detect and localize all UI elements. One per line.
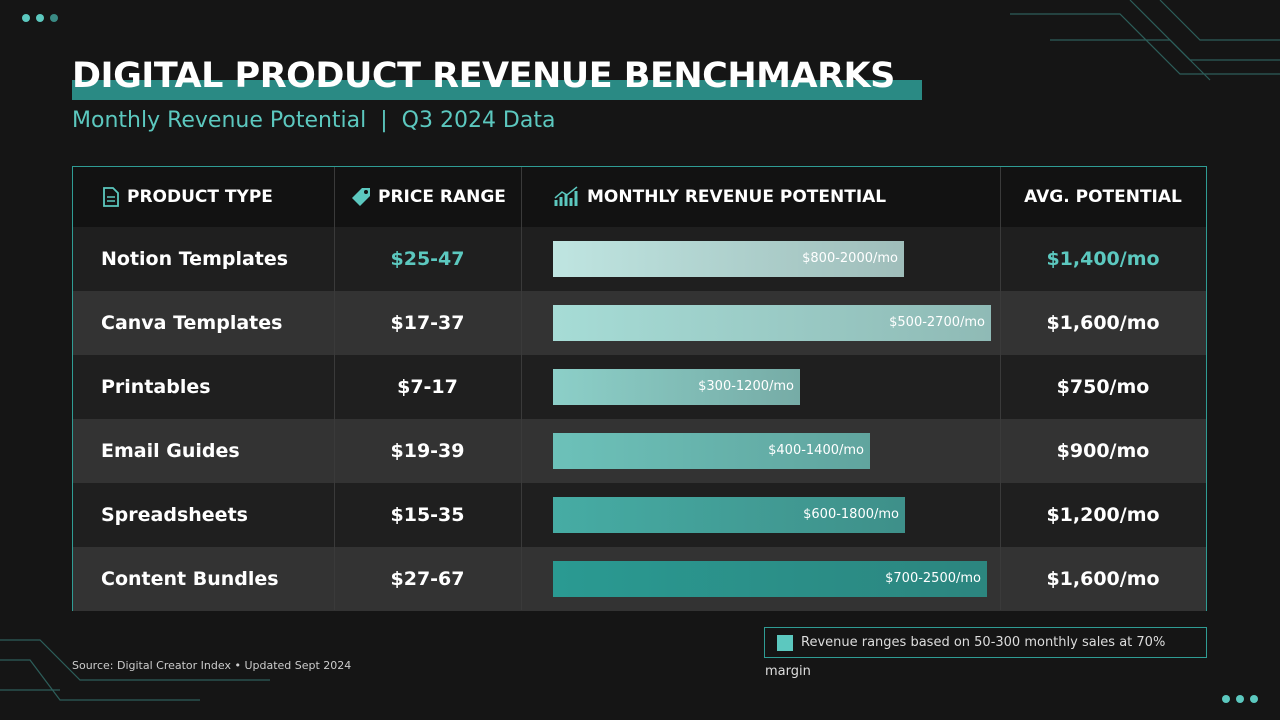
header-cell: MONTHLY REVENUE POTENTIAL (521, 167, 1000, 228)
doc-icon (103, 187, 119, 207)
column-header: MONTHLY REVENUE POTENTIAL (587, 187, 887, 207)
price-range: $27-67 (390, 568, 465, 590)
legend: Revenue ranges based on 50-300 monthly s… (764, 627, 1207, 679)
price-range: $7-17 (397, 376, 458, 398)
column-divider (521, 167, 522, 610)
table-row: Notion Templates $25-47 $800-2000/mo $1,400… (73, 227, 1206, 291)
column-divider (334, 167, 335, 610)
header-cell: AVG. POTENTIAL (1000, 167, 1206, 228)
revenue-range: $800-2000/mo (802, 251, 898, 266)
table-row: Canva Templates $17-37 $500-2700/mo $1,600/… (73, 291, 1206, 355)
header-cell: PRODUCT TYPE (73, 167, 334, 228)
title: DIGITAL PRODUCT REVENUE BENCHMARKS (72, 56, 895, 96)
column-header: PRICE RANGE (378, 187, 506, 207)
subtitle: Monthly Revenue Potential | Q3 2024 Data (72, 108, 556, 133)
revenue-bar: $800-2000/mo (553, 241, 904, 277)
avg-potential: $750/mo (1056, 376, 1150, 398)
product-name: Email Guides (101, 440, 240, 462)
revenue-bar: $500-2700/mo (553, 305, 991, 341)
column-header: AVG. POTENTIAL (1024, 187, 1182, 207)
product-name: Spreadsheets (101, 504, 248, 526)
avg-potential: $900/mo (1056, 440, 1150, 462)
revenue-range: $500-2700/mo (889, 315, 985, 330)
title-highlight (72, 80, 922, 100)
table-row: Content Bundles $27-67 $700-2500/mo $1,600/… (73, 547, 1206, 611)
revenue-bar: $600-1800/mo (553, 497, 905, 533)
revenue-range: $300-1200/mo (698, 379, 794, 394)
avg-potential: $1,200/mo (1046, 504, 1160, 526)
revenue-bar: $300-1200/mo (553, 369, 800, 405)
tag-icon (352, 188, 370, 206)
price-range: $19-39 (390, 440, 465, 462)
source: Source: Digital Creator Index • Updated … (72, 659, 352, 672)
product-name: Printables (101, 376, 211, 398)
column-header: PRODUCT TYPE (127, 187, 273, 207)
avg-potential: $1,400/mo (1046, 248, 1160, 270)
price-range: $17-37 (390, 312, 465, 334)
legend-text: Revenue ranges based on 50-300 monthly s… (765, 635, 1166, 679)
table-row: Email Guides $19-39 $400-1400/mo $900/mo (73, 419, 1206, 483)
revenue-range: $600-1800/mo (803, 507, 899, 522)
revenue-range: $700-2500/mo (885, 571, 981, 586)
price-range: $25-47 (390, 248, 465, 270)
table-row: Printables $7-17 $300-1200/mo $750/mo (73, 355, 1206, 419)
avg-potential: $1,600/mo (1046, 312, 1160, 334)
table: PRODUCT TYPE PRICE RANGE MONTHLY REVENUE… (72, 166, 1207, 611)
legend-swatch (777, 634, 793, 651)
product-name: Content Bundles (101, 568, 279, 590)
header-cell: PRICE RANGE (334, 167, 521, 228)
revenue-range: $400-1400/mo (768, 443, 864, 458)
product-name: Canva Templates (101, 312, 283, 334)
avg-potential: $1,600/mo (1046, 568, 1160, 590)
table-row: Spreadsheets $15-35 $600-1800/mo $1,200/mo (73, 483, 1206, 547)
revenue-bar: $700-2500/mo (553, 561, 987, 597)
price-range: $15-35 (390, 504, 465, 526)
revenue-bar: $400-1400/mo (553, 433, 870, 469)
product-name: Notion Templates (101, 248, 289, 270)
column-divider (1000, 167, 1001, 610)
chart-icon (554, 186, 578, 206)
